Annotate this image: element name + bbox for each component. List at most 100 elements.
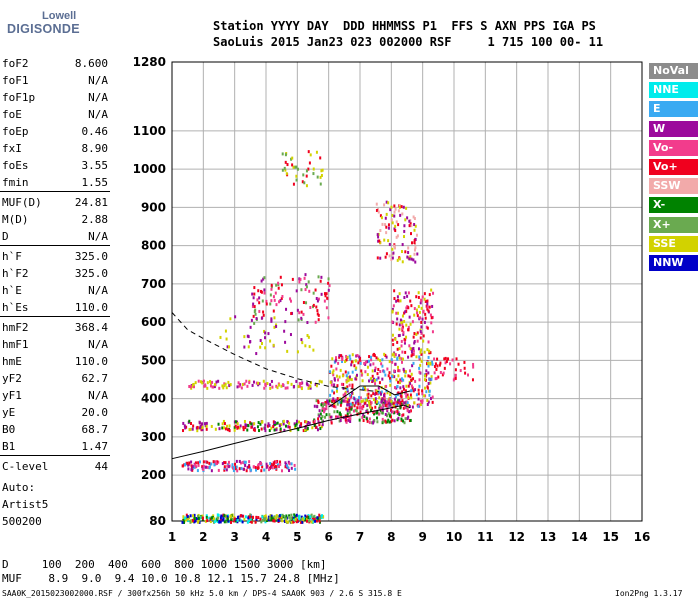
param-value: N/A bbox=[88, 338, 108, 351]
echo-point bbox=[234, 315, 237, 319]
echo-point bbox=[387, 223, 390, 227]
echo-point bbox=[419, 330, 422, 334]
echo-point bbox=[288, 514, 291, 518]
param-row: M(D) 2.88 bbox=[2, 211, 108, 228]
echo-point bbox=[379, 370, 382, 374]
echo-point bbox=[369, 355, 372, 359]
echo-point bbox=[408, 369, 411, 373]
echo-point bbox=[314, 425, 317, 429]
echo-point bbox=[403, 295, 406, 299]
echo-point bbox=[378, 239, 381, 243]
echo-point bbox=[348, 402, 351, 406]
echo-point bbox=[312, 303, 315, 307]
echo-point bbox=[244, 460, 247, 464]
echo-point bbox=[327, 288, 330, 292]
echo-point bbox=[404, 417, 407, 421]
echo-point bbox=[366, 360, 369, 364]
echo-point bbox=[423, 378, 426, 382]
echo-point bbox=[431, 360, 434, 364]
echo-point bbox=[387, 374, 390, 378]
echo-point bbox=[251, 383, 254, 387]
echo-point bbox=[189, 421, 192, 425]
echo-point bbox=[393, 244, 396, 248]
echo-point bbox=[281, 295, 284, 299]
echo-point bbox=[208, 465, 211, 469]
echo-point bbox=[330, 383, 333, 387]
echo-point bbox=[253, 310, 256, 314]
echo-point bbox=[374, 382, 377, 386]
echo-point bbox=[355, 409, 358, 413]
param-value: 2.88 bbox=[81, 213, 109, 226]
echo-point bbox=[426, 398, 429, 402]
echo-point bbox=[271, 466, 274, 470]
echo-point bbox=[339, 419, 342, 423]
echo-point bbox=[398, 204, 401, 208]
echo-point bbox=[411, 353, 414, 357]
echo-point bbox=[344, 396, 347, 400]
echo-point bbox=[384, 401, 387, 405]
echo-point bbox=[385, 212, 388, 216]
echo-point bbox=[230, 520, 233, 524]
echo-point bbox=[351, 370, 354, 374]
echo-point bbox=[191, 384, 194, 388]
echo-point bbox=[407, 410, 410, 414]
echo-point bbox=[311, 517, 314, 521]
echo-point bbox=[316, 516, 319, 520]
echo-point bbox=[249, 517, 252, 521]
echo-point bbox=[378, 396, 381, 400]
echo-point bbox=[399, 318, 402, 322]
echo-point bbox=[358, 355, 361, 359]
echo-point bbox=[409, 222, 412, 226]
echo-point bbox=[248, 460, 251, 464]
echo-point bbox=[278, 424, 281, 428]
echo-point bbox=[422, 339, 425, 343]
echo-point bbox=[443, 366, 446, 370]
echo-point bbox=[302, 173, 305, 177]
x-tick-label: 2 bbox=[199, 530, 207, 544]
echo-point bbox=[273, 460, 276, 464]
echo-point bbox=[389, 379, 392, 383]
echo-point bbox=[363, 361, 366, 365]
echo-point bbox=[425, 378, 428, 382]
echo-point bbox=[387, 399, 390, 403]
auto-method: Artist5 bbox=[2, 498, 49, 511]
echo-point bbox=[433, 371, 436, 375]
echo-point bbox=[287, 466, 290, 470]
echo-point bbox=[376, 416, 379, 420]
echo-point bbox=[399, 299, 402, 303]
echo-point bbox=[407, 328, 410, 332]
echo-point bbox=[263, 515, 266, 519]
echo-point bbox=[425, 304, 428, 308]
echo-point bbox=[181, 464, 184, 468]
echo-point bbox=[265, 519, 268, 523]
echo-point bbox=[368, 417, 371, 421]
echo-point bbox=[278, 465, 281, 469]
echo-point bbox=[189, 520, 192, 524]
echo-point bbox=[230, 517, 233, 521]
echo-point bbox=[348, 354, 351, 358]
echo-point bbox=[364, 360, 367, 364]
echo-point bbox=[366, 404, 369, 408]
echo-point bbox=[378, 381, 381, 385]
echo-point bbox=[335, 356, 338, 360]
echo-point bbox=[192, 424, 195, 428]
echo-point bbox=[338, 375, 341, 379]
echo-point bbox=[287, 425, 290, 429]
echo-point bbox=[324, 415, 327, 419]
echo-point bbox=[258, 429, 261, 433]
echo-point bbox=[405, 391, 408, 395]
echo-point bbox=[418, 355, 421, 359]
echo-point bbox=[210, 516, 213, 520]
echo-point bbox=[424, 299, 427, 303]
echo-point bbox=[407, 246, 410, 250]
echo-point bbox=[377, 208, 380, 212]
echo-point bbox=[392, 304, 395, 308]
echo-point bbox=[381, 408, 384, 412]
echo-point bbox=[410, 384, 413, 388]
echo-point bbox=[263, 329, 266, 333]
echo-point bbox=[345, 407, 348, 411]
echo-point bbox=[308, 289, 311, 293]
param-name: D bbox=[2, 230, 9, 243]
echo-point bbox=[298, 277, 301, 281]
echo-point bbox=[275, 324, 278, 328]
